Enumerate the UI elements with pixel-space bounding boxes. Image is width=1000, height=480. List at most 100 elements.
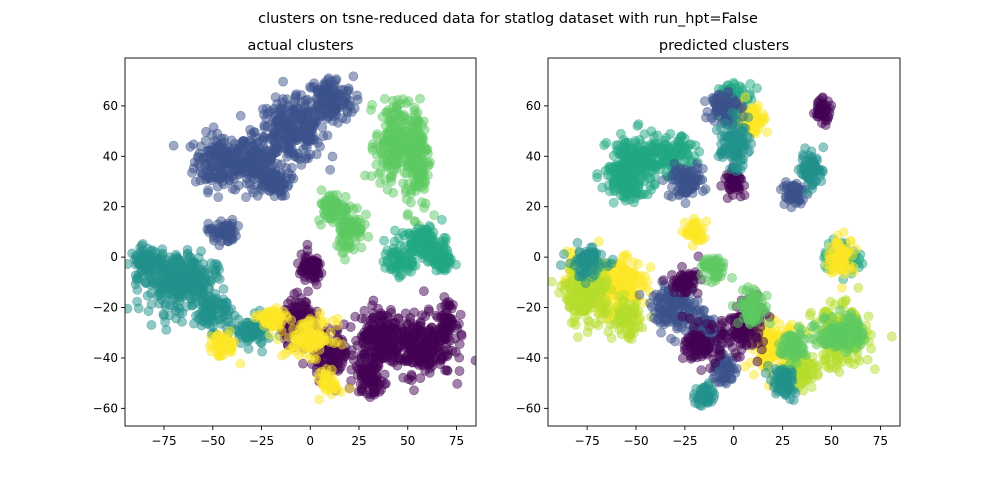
scatter-point-cluster-4 bbox=[371, 332, 381, 343]
scatter-point-cluster-3 bbox=[436, 214, 447, 225]
scatter-point-cluster-0 bbox=[323, 91, 334, 101]
scatter-point-cluster-2 bbox=[416, 167, 427, 177]
scatter-point-cluster-4 bbox=[303, 286, 313, 297]
scatter-point-cluster-0 bbox=[262, 121, 273, 132]
scatter-point-cluster-2 bbox=[573, 332, 583, 342]
scatter-point-cluster-0 bbox=[250, 162, 261, 172]
scatter-point-cluster-5 bbox=[296, 346, 307, 356]
scatter-point-cluster-0 bbox=[187, 167, 197, 178]
scatter-point-cluster-4 bbox=[386, 342, 397, 353]
scatter-point-cluster-1 bbox=[237, 325, 248, 335]
scatter-point-cluster-5 bbox=[330, 381, 341, 392]
scatter-point-cluster-2 bbox=[391, 131, 402, 142]
scatter-point-cluster-5 bbox=[332, 320, 343, 331]
scatter-point-cluster-4 bbox=[444, 325, 455, 336]
scatter-point-cluster-1 bbox=[150, 247, 161, 257]
scatter-point-cluster-2 bbox=[408, 129, 419, 140]
scatter-point-cluster-0 bbox=[270, 168, 281, 179]
scatter-point-cluster-4 bbox=[375, 317, 385, 328]
scatter-point-cluster-2 bbox=[403, 149, 413, 160]
scatter-point-cluster-0 bbox=[287, 120, 298, 131]
x-tick-label: −25 bbox=[249, 434, 274, 448]
scatter-point-cluster-0 bbox=[280, 190, 290, 201]
scatter-point-cluster-2 bbox=[606, 333, 617, 343]
scatter-point-cluster-0 bbox=[659, 148, 669, 159]
scatter-point-cluster-1 bbox=[125, 303, 133, 314]
scatter-point-cluster-1 bbox=[251, 327, 262, 338]
scatter-point-cluster-2 bbox=[356, 242, 367, 253]
scatter-point-cluster-3 bbox=[399, 230, 410, 241]
scatter-point-cluster-2 bbox=[361, 209, 371, 220]
scatter-point-cluster-0 bbox=[273, 124, 283, 135]
subplot-actual-clusters: actual clusters −75 −50 −25 0 25 50 75 −60−40−… bbox=[93, 38, 477, 448]
scatter-point-cluster-2 bbox=[623, 299, 634, 309]
scatter-point-cluster-2 bbox=[582, 327, 593, 337]
scatter-point-cluster-2 bbox=[381, 107, 391, 118]
scatter-point-cluster-2 bbox=[420, 198, 431, 209]
scatter-point-cluster-2 bbox=[409, 156, 420, 167]
scatter-point-cluster-1 bbox=[141, 277, 152, 288]
scatter-point-cluster-2 bbox=[331, 201, 342, 212]
scatter-point-cluster-0 bbox=[312, 101, 323, 111]
scatter-point-cluster-0 bbox=[649, 179, 660, 190]
scatter-point-cluster-1 bbox=[218, 284, 229, 294]
scatter-point-cluster-5 bbox=[309, 352, 319, 363]
scatter-point-cluster-0 bbox=[198, 152, 209, 163]
scatter-point-cluster-1 bbox=[157, 283, 168, 293]
scatter-point-cluster-1 bbox=[762, 127, 772, 138]
scatter-point-cluster-0 bbox=[249, 174, 260, 184]
scatter-point-cluster-2 bbox=[404, 137, 415, 148]
scatter-point-cluster-1 bbox=[210, 288, 221, 299]
scatter-point-cluster-2 bbox=[415, 139, 426, 150]
scatter-point-cluster-0 bbox=[617, 180, 628, 190]
scatter-point-cluster-3 bbox=[438, 255, 449, 266]
scatter-point-cluster-2 bbox=[886, 331, 897, 342]
scatter-point-cluster-4 bbox=[456, 330, 467, 341]
scatter-point-cluster-0 bbox=[635, 163, 646, 174]
scatter-point-cluster-0 bbox=[628, 143, 639, 154]
scatter-point-cluster-0 bbox=[642, 189, 653, 200]
scatter-point-cluster-0 bbox=[315, 141, 325, 152]
scatter-point-cluster-0 bbox=[241, 192, 251, 203]
scatter-point-cluster-0 bbox=[203, 187, 213, 198]
scatter-point-cluster-2 bbox=[382, 184, 393, 195]
scatter-point-cluster-4 bbox=[356, 353, 367, 364]
scatter-point-cluster-4 bbox=[298, 260, 309, 271]
y-tick-label: −20 bbox=[93, 301, 118, 315]
scatter-point-cluster-0 bbox=[282, 151, 292, 162]
scatter-point-cluster-2 bbox=[402, 208, 413, 219]
scatter-point-cluster-2 bbox=[593, 308, 603, 318]
scatter-point-cluster-1 bbox=[164, 310, 175, 321]
scatter-point-cluster-0 bbox=[624, 163, 635, 174]
scatter-point-cluster-0 bbox=[639, 129, 650, 140]
scatter-point-cluster-2 bbox=[602, 275, 612, 286]
scatter-point-cluster-2 bbox=[360, 170, 370, 181]
scatter-point-cluster-0 bbox=[257, 104, 268, 114]
scatter-point-cluster-2 bbox=[336, 231, 346, 242]
scatter-point-cluster-1 bbox=[153, 260, 163, 271]
scatter-point-cluster-0 bbox=[679, 133, 690, 144]
scatter-point-cluster-0 bbox=[198, 170, 208, 181]
scatter-point-cluster-4 bbox=[298, 358, 308, 369]
scatter-point-cluster-2 bbox=[573, 286, 584, 297]
scatter-point-cluster-0 bbox=[214, 163, 225, 174]
scatter-point-cluster-0 bbox=[336, 85, 346, 96]
scatter-point-cluster-5 bbox=[272, 334, 283, 345]
x-tick-label: 0 bbox=[306, 434, 314, 448]
scatter-point-cluster-1 bbox=[182, 248, 193, 259]
scatter-point-cluster-4 bbox=[442, 365, 452, 376]
scatter-point-cluster-4 bbox=[454, 366, 465, 376]
scatter-point-cluster-1 bbox=[160, 301, 171, 312]
scatter-point-cluster-4 bbox=[414, 357, 425, 367]
scatter-point-cluster-4 bbox=[445, 300, 455, 311]
scatter-point-cluster-4 bbox=[439, 314, 450, 324]
scatter-point-cluster-1 bbox=[628, 257, 639, 268]
scatter-point-cluster-5 bbox=[325, 327, 336, 338]
scatter-point-cluster-0 bbox=[216, 221, 227, 232]
scatter-point-cluster-0 bbox=[283, 168, 294, 178]
scatter-point-cluster-0 bbox=[614, 169, 625, 180]
scatter-point-cluster-2 bbox=[866, 343, 876, 354]
scatter-point-cluster-0 bbox=[637, 172, 647, 182]
scatter-point-cluster-0 bbox=[328, 106, 339, 117]
scatter-point-cluster-2 bbox=[409, 102, 420, 113]
